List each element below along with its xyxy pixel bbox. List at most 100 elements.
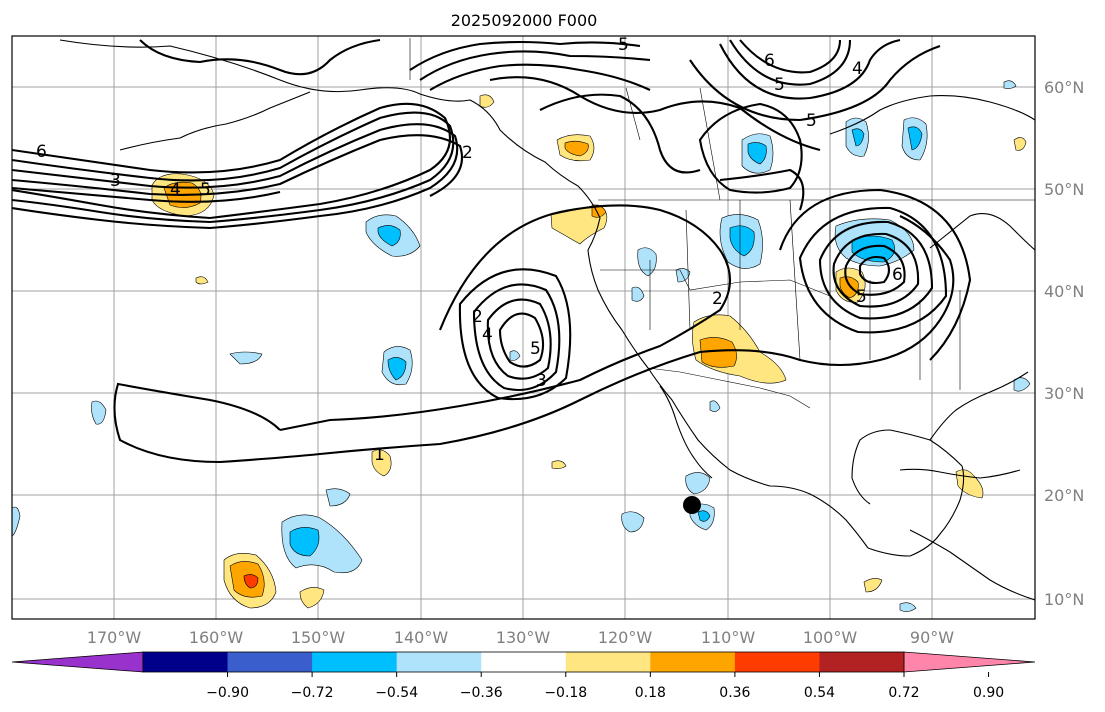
- border-us-mexico: [647, 367, 811, 409]
- contour-line: [12, 134, 464, 197]
- contour-line: [539, 93, 701, 174]
- lat-label-20n: 20°N: [1044, 486, 1084, 505]
- contour-line: [698, 102, 803, 194]
- contour-label: 5: [618, 35, 629, 55]
- shade-neg: [907, 126, 923, 151]
- shade-neg: [1003, 80, 1017, 89]
- contour-line: [409, 40, 641, 71]
- shade-neg: [325, 488, 351, 507]
- shade-pos: [299, 587, 325, 609]
- coastline-alaska: [119, 91, 311, 151]
- colorbar-frame: [142, 651, 905, 673]
- contour-label: 6: [36, 142, 47, 162]
- border-state: [685, 209, 691, 331]
- colorbar-tick-label: −0.72: [291, 685, 334, 701]
- contour-line: [489, 76, 821, 152]
- coastlines: [59, 39, 1035, 601]
- border-province: [625, 87, 641, 141]
- shade-neg: [851, 128, 865, 147]
- contour-label: 6: [764, 51, 775, 71]
- coastline-hudson: [829, 95, 1035, 135]
- contour-lines: [12, 38, 972, 464]
- colorbar-segment: [227, 652, 313, 672]
- shade-neg: [685, 472, 711, 495]
- colorbar-segment: [481, 652, 567, 672]
- colorbar-segment: [565, 652, 651, 672]
- shade-neg: [289, 527, 320, 557]
- shade-neg: [621, 511, 645, 533]
- colorbar-tick-label: −0.54: [375, 685, 418, 701]
- shade-neg: [1013, 377, 1031, 392]
- location-marker: [683, 496, 701, 514]
- lon-label-150w: 150°W: [291, 628, 346, 647]
- shade-neg: [229, 351, 263, 365]
- lon-label-170w: 170°W: [87, 628, 142, 647]
- shade-pos: [243, 574, 259, 589]
- contour-line: [779, 188, 972, 361]
- lon-label-160w: 160°W: [189, 628, 244, 647]
- shade-pos: [955, 469, 984, 499]
- contour-line: [458, 268, 572, 401]
- contour-line: [139, 38, 381, 76]
- contour-line: [729, 39, 852, 86]
- coastline-southeast: [929, 371, 1029, 441]
- shade-neg: [12, 506, 21, 537]
- contour-label: 4: [482, 325, 493, 345]
- latitude-labels: 60°N 50°N 40°N 30°N 20°N 10°N: [1044, 78, 1084, 609]
- shade-pos: [551, 460, 567, 469]
- contour-line: [719, 38, 901, 100]
- colorbar-extend-right: [903, 651, 1036, 673]
- lon-label-130w: 130°W: [496, 628, 551, 647]
- contour-line: [12, 111, 455, 224]
- contour-label: 3: [110, 171, 121, 191]
- colorbar-segment: [143, 652, 229, 672]
- contour-label: 5: [530, 339, 541, 359]
- colorbar-segment: [312, 652, 398, 672]
- border-province: [699, 87, 721, 201]
- shade-pos: [1013, 137, 1027, 151]
- lon-label-100w: 100°W: [803, 628, 858, 647]
- contour-label: 5: [856, 287, 867, 307]
- contour-label: 1: [374, 445, 385, 465]
- border-state: [600, 269, 831, 297]
- contour-line: [12, 186, 281, 203]
- contour-line: [689, 45, 941, 122]
- contour-line: [486, 298, 552, 380]
- colorbar-tick-label: −0.36: [460, 685, 503, 701]
- contour-line: [719, 168, 805, 211]
- colorbar-segment: [819, 652, 905, 672]
- shade-pos: [371, 449, 392, 477]
- contour-line: [858, 255, 891, 285]
- colorbar-tick-label: 0.18: [635, 685, 666, 701]
- political-borders: [409, 38, 1035, 409]
- shade-neg: [637, 247, 657, 277]
- contour-labels: 6 3 4 5 2 5 6 5 4 5 2 4 5 3 2 1 5 6: [36, 35, 903, 465]
- shade-neg: [899, 602, 917, 612]
- contour-line: [419, 50, 651, 81]
- shade-neg: [851, 235, 895, 263]
- contour-line: [113, 215, 955, 464]
- colorbar-tick-label: −0.90: [206, 685, 249, 701]
- lon-label-110w: 110°W: [701, 628, 756, 647]
- coastline-great-lakes: [929, 213, 1035, 251]
- shade-neg: [709, 400, 721, 412]
- contour-label: 6: [892, 265, 903, 285]
- contour-label: 5: [774, 75, 785, 95]
- shade-pos: [863, 578, 883, 593]
- contour-line: [472, 283, 561, 392]
- colorbar-tick-label: 0.72: [888, 685, 919, 701]
- coastline-west: [59, 39, 869, 549]
- shade-pos: [195, 276, 209, 285]
- shade-neg: [697, 510, 711, 522]
- contour-line: [498, 312, 545, 368]
- shade-neg: [91, 400, 107, 425]
- map-content: 6 3 4 5 2 5 6 5 4 5 2 4 5 3 2 1 5 6: [12, 35, 1035, 619]
- colorbar-segment: [396, 652, 482, 672]
- contour-label: 3: [536, 371, 547, 391]
- shade-pos: [564, 140, 589, 157]
- shade-neg: [387, 357, 407, 381]
- contour-line: [798, 206, 948, 334]
- contour-line: [429, 63, 651, 91]
- lon-label-140w: 140°W: [394, 628, 449, 647]
